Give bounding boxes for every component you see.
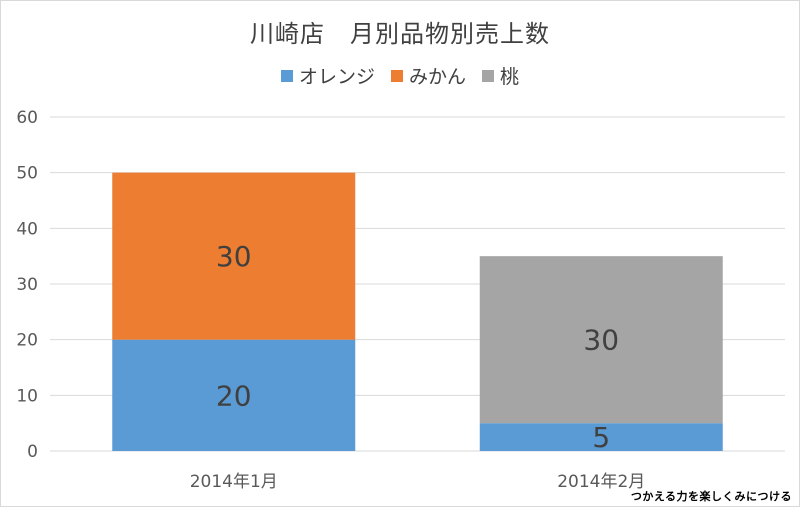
- y-tick-label: 30: [16, 275, 38, 295]
- y-tick-label: 40: [16, 219, 38, 239]
- legend-swatch: [280, 69, 293, 82]
- data-label: 30: [216, 240, 252, 273]
- legend-swatch: [482, 69, 494, 82]
- bar-segment: [112, 339, 356, 451]
- legend-item: 桃: [482, 62, 519, 89]
- legend-label: みかん: [408, 66, 466, 88]
- y-tick-label: 10: [16, 386, 38, 406]
- chart-legend: オレンジ みかん 桃: [0, 62, 800, 89]
- bar-segment: [479, 256, 723, 424]
- data-label: 20: [216, 379, 252, 412]
- legend-label: 桃: [500, 66, 520, 88]
- chart-title: 川崎店 月別品物別売上数: [250, 20, 550, 48]
- legend-item: オレンジ: [280, 62, 375, 89]
- y-tick-label: 60: [16, 108, 38, 128]
- data-label: 5: [592, 421, 610, 454]
- bar-segment: [112, 172, 356, 340]
- watermark-text: つかえる力を楽しくみにつける: [630, 490, 792, 503]
- y-tick-label: 0: [27, 442, 38, 462]
- legend-label: オレンジ: [298, 66, 375, 88]
- legend-swatch: [390, 69, 403, 82]
- bar-segment: [479, 423, 723, 451]
- x-tick-label: 2014年1月: [190, 472, 278, 492]
- data-label: 30: [583, 324, 619, 357]
- legend-item: みかん: [390, 62, 466, 89]
- y-tick-label: 20: [16, 331, 38, 351]
- y-tick-label: 50: [16, 164, 38, 184]
- x-tick-label: 2014年2月: [557, 472, 645, 492]
